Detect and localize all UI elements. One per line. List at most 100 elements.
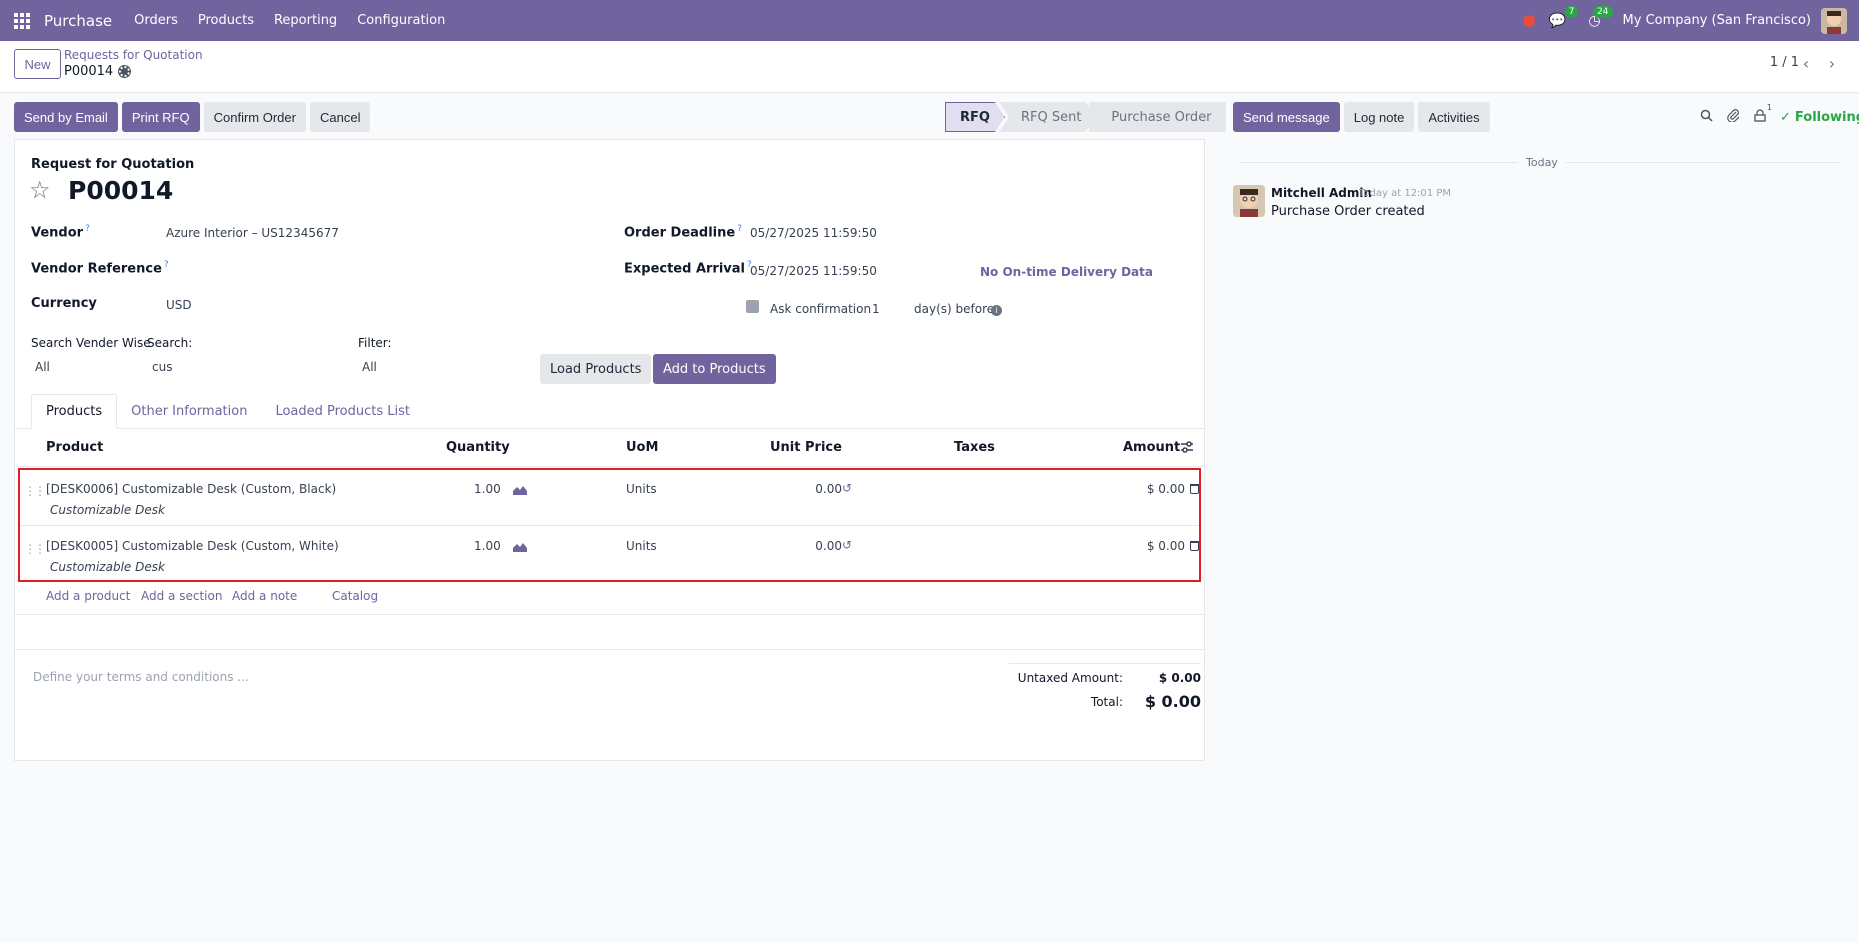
vendor-field[interactable]: Azure Interior – US12345677 xyxy=(166,226,339,240)
load-products-button[interactable]: Load Products xyxy=(540,354,652,384)
confirm-order-button[interactable]: Confirm Order xyxy=(203,102,306,132)
expected-arrival-field[interactable]: 05/27/2025 11:59:50 xyxy=(750,264,877,278)
app-name[interactable]: Purchase xyxy=(44,11,113,30)
activities-clock-icon[interactable]: ◷ 24 xyxy=(1588,5,1613,29)
row-2-product[interactable]: [DESK0005] Customizable Desk (Custom, Wh… xyxy=(46,539,339,553)
star-icon[interactable]: ☆ xyxy=(29,176,51,204)
following-button[interactable]: ✓ Following xyxy=(1780,110,1859,125)
catalog-link[interactable]: Catalog xyxy=(332,589,379,603)
col-taxes[interactable]: Taxes xyxy=(954,440,995,455)
search-icon[interactable] xyxy=(1700,109,1713,126)
drag-handle-icon[interactable]: ⋮⋮ xyxy=(24,484,46,498)
order-deadline-field[interactable]: 05/27/2025 11:59:50 xyxy=(750,226,877,240)
breadcrumb-current-label: P00014 xyxy=(64,64,114,79)
row-divider xyxy=(20,525,1199,526)
ask-confirmation-checkbox[interactable] xyxy=(746,300,759,317)
vendor-label-text: Vendor xyxy=(31,225,84,241)
vendor-label: Vendor? xyxy=(31,224,90,240)
row-1-quantity[interactable]: 1.00 xyxy=(474,482,501,496)
search-input[interactable]: cus xyxy=(152,360,173,374)
print-rfq-button[interactable]: Print RFQ xyxy=(121,102,200,132)
add-section-link[interactable]: Add a section xyxy=(141,589,223,603)
search-vendor-select[interactable]: All xyxy=(35,360,50,374)
forecast-chart-icon[interactable] xyxy=(513,541,527,556)
help-icon[interactable]: ? xyxy=(85,224,90,234)
form-sheet: Request for Quotation ☆ P00014 Vendor? A… xyxy=(14,139,1205,761)
checkbox-icon[interactable] xyxy=(746,300,759,313)
add-product-link[interactable]: Add a product xyxy=(46,589,131,603)
terms-input[interactable]: Define your terms and conditions ... xyxy=(33,670,249,684)
row-1-uom[interactable]: Units xyxy=(626,482,657,496)
price-history-icon[interactable]: ↺ xyxy=(842,481,853,495)
log-note-button[interactable]: Log note xyxy=(1343,102,1415,132)
footer-divider xyxy=(15,649,1204,650)
send-by-email-button[interactable]: Send by Email xyxy=(14,102,118,132)
row-1-unit-price[interactable]: 0.00 xyxy=(815,482,842,496)
trash-icon[interactable] xyxy=(1190,484,1199,494)
filter-select[interactable]: All xyxy=(362,360,377,374)
followers-lock-icon[interactable]: 1 xyxy=(1754,103,1772,126)
col-uom[interactable]: UoM xyxy=(626,440,659,455)
expected-arrival-label-text: Expected Arrival xyxy=(624,261,745,277)
avatar[interactable] xyxy=(1233,185,1265,217)
untaxed-amount-value: $ 0.00 xyxy=(1158,671,1201,685)
messages-icon[interactable]: 💬 7 xyxy=(1549,5,1579,29)
tab-loaded-products-list[interactable]: Loaded Products List xyxy=(275,404,410,419)
breadcrumb-parent[interactable]: Requests for Quotation xyxy=(64,48,203,62)
stage-purchase-order[interactable]: Purchase Order xyxy=(1089,102,1226,132)
paperclip-icon[interactable] xyxy=(1727,108,1740,126)
column-settings-icon[interactable] xyxy=(1180,440,1194,458)
row-2-quantity[interactable]: 1.00 xyxy=(474,539,501,553)
info-icon[interactable]: i xyxy=(991,305,1002,316)
pager-value[interactable]: 1 / 1 xyxy=(1769,55,1799,70)
menu-products[interactable]: Products xyxy=(197,13,254,28)
row-2-uom[interactable]: Units xyxy=(626,539,657,553)
forecast-chart-icon[interactable] xyxy=(513,484,527,499)
gear-icon[interactable] xyxy=(119,66,131,77)
status-indicator-icon[interactable] xyxy=(1522,14,1535,27)
trash-icon[interactable] xyxy=(1190,541,1199,551)
add-note-link[interactable]: Add a note xyxy=(232,589,298,603)
col-quantity[interactable]: Quantity xyxy=(446,440,510,455)
cancel-button[interactable]: Cancel xyxy=(309,102,371,132)
row-2-description[interactable]: Customizable Desk xyxy=(50,560,165,574)
tab-products[interactable]: Products xyxy=(31,394,118,429)
company-switcher[interactable]: My Company (San Francisco) xyxy=(1622,13,1811,28)
activities-button[interactable]: Activities xyxy=(1418,102,1490,132)
row-1-product[interactable]: [DESK0006] Customizable Desk (Custom, Bl… xyxy=(46,482,337,496)
row-2-unit-price[interactable]: 0.00 xyxy=(815,539,842,553)
page-title: P00014 xyxy=(68,176,174,205)
add-to-products-button[interactable]: Add to Products xyxy=(653,354,776,384)
message-author[interactable]: Mitchell Admin xyxy=(1271,186,1373,200)
col-product[interactable]: Product xyxy=(46,440,104,455)
price-history-icon[interactable]: ↺ xyxy=(842,538,853,552)
tab-other-information[interactable]: Other Information xyxy=(131,404,248,419)
ask-confirmation-suffix: day(s) before xyxy=(914,302,995,316)
new-button[interactable]: New xyxy=(14,49,61,79)
drag-handle-icon[interactable]: ⋮⋮ xyxy=(24,542,46,556)
apps-menu-icon[interactable] xyxy=(0,0,44,41)
expected-arrival-label: Expected Arrival? xyxy=(624,260,752,276)
ask-confirmation-days[interactable]: 1 xyxy=(872,302,880,316)
menu-orders[interactable]: Orders xyxy=(134,13,178,28)
chevron-right-icon[interactable]: › xyxy=(1828,53,1836,73)
help-icon[interactable]: ? xyxy=(737,224,742,234)
col-amount[interactable]: Amount xyxy=(1123,440,1181,455)
pager-arrows: ‹ › xyxy=(1795,51,1843,75)
help-icon[interactable]: ? xyxy=(747,260,752,270)
col-unit-price[interactable]: Unit Price xyxy=(770,440,842,455)
search-label: Search: xyxy=(147,336,193,350)
chevron-left-icon[interactable]: ‹ xyxy=(1802,53,1810,73)
on-time-delivery-link[interactable]: No On-time Delivery Data xyxy=(980,265,1153,279)
notebook-tabs: Products Other Information Loaded Produc… xyxy=(31,394,424,429)
user-avatar[interactable] xyxy=(1821,7,1847,34)
stage-rfq-sent[interactable]: RFQ Sent xyxy=(999,102,1095,132)
help-icon[interactable]: ? xyxy=(163,260,169,270)
stage-rfq[interactable]: RFQ xyxy=(945,102,1005,132)
menu-configuration[interactable]: Configuration xyxy=(357,13,446,28)
send-message-button[interactable]: Send message xyxy=(1233,102,1340,132)
row-1-description[interactable]: Customizable Desk xyxy=(50,503,165,517)
status-bar: RFQ RFQ Sent Purchase Order xyxy=(945,102,1226,132)
currency-field[interactable]: USD xyxy=(166,298,192,312)
menu-reporting[interactable]: Reporting xyxy=(273,13,338,28)
